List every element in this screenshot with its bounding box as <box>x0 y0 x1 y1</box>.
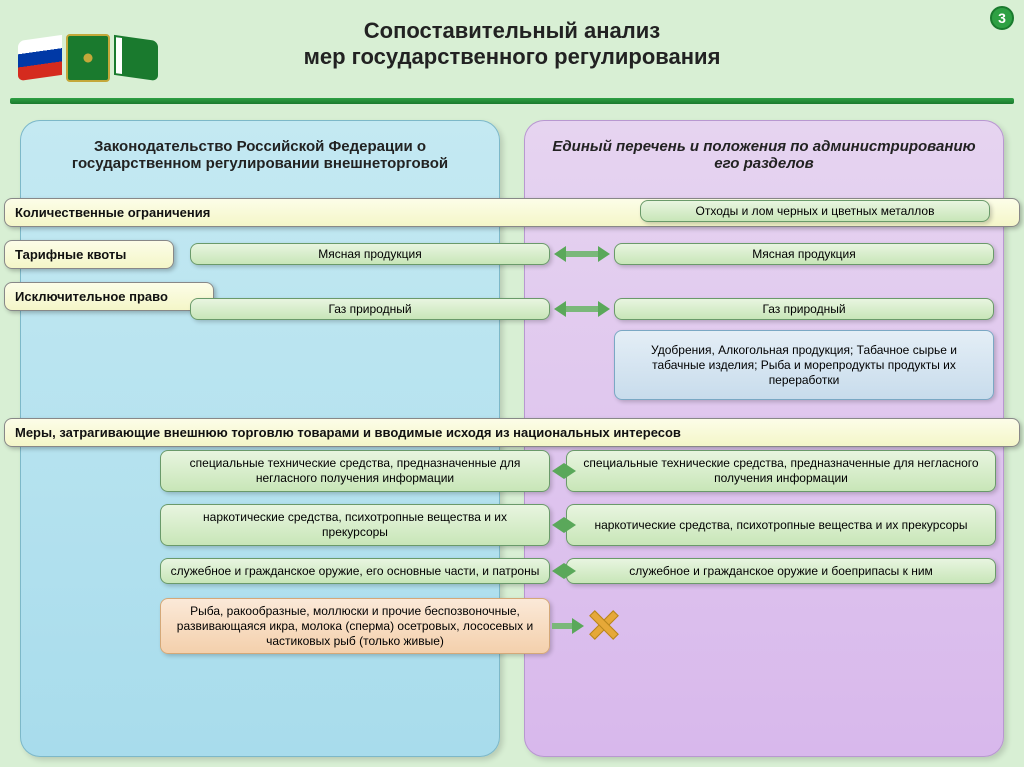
connector-meat <box>554 246 610 262</box>
title-line-2: мер государственного регулирования <box>304 44 721 69</box>
chip-waste-metals: Отходы и лом черных и цветных металлов <box>640 200 990 222</box>
connector-weapons <box>552 563 564 579</box>
header-logo <box>18 28 168 88</box>
page-number-badge: 3 <box>990 6 1014 30</box>
arrow-left-icon <box>554 246 566 262</box>
arrow-right-icon <box>564 517 576 533</box>
arrow-right-icon <box>572 618 584 634</box>
chip-special-tech-left: специальные технические средства, предна… <box>160 450 550 492</box>
arrow-right-icon <box>564 463 576 479</box>
band-exclusive-right: Исключительное право <box>4 282 214 311</box>
arrow-left-icon <box>552 563 564 579</box>
chip-special-tech-right: специальные технические средства, предна… <box>566 450 996 492</box>
arrow-left-icon <box>554 301 566 317</box>
left-column-title: Законодательство Российской Федерации о … <box>34 138 486 172</box>
chip-meat-left: Мясная продукция <box>190 243 550 265</box>
customs-flag-icon <box>114 35 158 81</box>
arrow-right-icon <box>564 563 576 579</box>
connector-narcotics <box>552 517 564 533</box>
ru-flag-icon <box>18 35 62 81</box>
chip-meat-right: Мясная продукция <box>614 243 994 265</box>
connector-special-tech <box>552 463 564 479</box>
arrow-right-icon <box>598 246 610 262</box>
chip-narcotics-left: наркотические средства, психотропные вещ… <box>160 504 550 546</box>
header-divider <box>10 98 1014 104</box>
arrow-left-icon <box>552 463 564 479</box>
chip-narcotics-right: наркотические средства, психотропные вещ… <box>566 504 996 546</box>
chip-gas-left: Газ природный <box>190 298 550 320</box>
chip-weapons-left: служебное и гражданское оружие, его осно… <box>160 558 550 584</box>
cross-icon <box>588 610 616 638</box>
chip-gas-right: Газ природный <box>614 298 994 320</box>
arrow-left-icon <box>552 517 564 533</box>
band-national-interest: Меры, затрагивающие внешнюю торговлю тов… <box>4 418 1020 447</box>
connector-fish <box>552 618 584 634</box>
title-line-1: Сопоставительный анализ <box>364 18 660 43</box>
right-column-title: Единый перечень и положения по администр… <box>538 138 990 172</box>
band-tariff-quotas: Тарифные квоты <box>4 240 174 269</box>
chip-fertilizers-etc: Удобрения, Алкогольная продукция; Табачн… <box>614 330 994 400</box>
chip-weapons-right: служебное и гражданское оружие и боеприп… <box>566 558 996 584</box>
connector-gas <box>554 301 610 317</box>
arrow-right-icon <box>598 301 610 317</box>
chip-fish-left: Рыба, ракообразные, моллюски и прочие бе… <box>160 598 550 654</box>
customs-emblem-icon <box>66 34 110 82</box>
